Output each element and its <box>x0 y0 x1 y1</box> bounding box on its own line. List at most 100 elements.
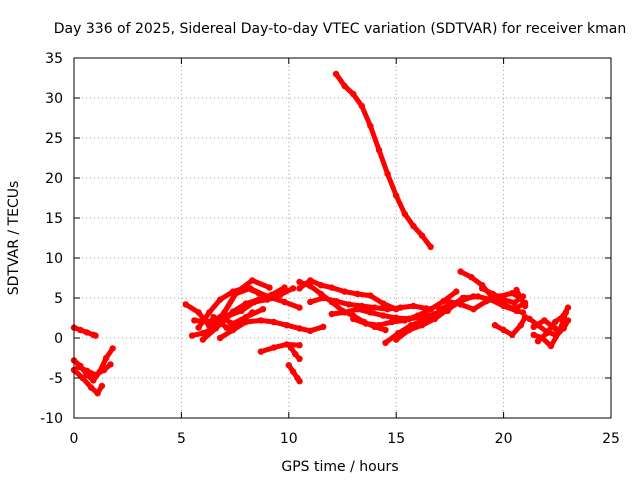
data-point <box>206 309 213 316</box>
data-point <box>296 304 303 311</box>
data-point <box>354 290 361 298</box>
data-point <box>249 277 256 284</box>
data-point <box>320 294 327 302</box>
data-point <box>521 302 529 310</box>
data-point <box>341 82 348 90</box>
data-point <box>345 301 353 308</box>
data-point <box>307 298 314 306</box>
data-point <box>92 371 99 378</box>
data-point <box>332 70 340 78</box>
chart-title: Day 336 of 2025, Sidereal Day-to-day VTE… <box>54 21 626 37</box>
data-point <box>296 342 303 349</box>
data-point <box>270 318 277 326</box>
data-point <box>354 306 361 313</box>
y-axis-label: SDTVAR / TECUs <box>6 181 22 296</box>
data-point <box>382 326 389 334</box>
data-point <box>281 298 288 306</box>
y-tick-label: -5 <box>49 371 63 387</box>
data-point <box>90 377 97 384</box>
data-point <box>229 308 237 315</box>
data-point <box>384 306 391 313</box>
series-arc-4 <box>75 361 114 378</box>
data-point <box>103 354 110 362</box>
data-point <box>270 344 277 351</box>
series-arc-16 <box>332 70 434 250</box>
data-point <box>461 294 469 302</box>
data-point <box>410 302 417 310</box>
data-point <box>292 350 299 358</box>
data-point <box>427 243 434 250</box>
data-point <box>418 232 426 239</box>
data-point <box>517 322 524 329</box>
data-point <box>223 324 230 331</box>
data-point <box>564 304 572 311</box>
data-point <box>393 192 400 199</box>
data-point <box>367 292 374 299</box>
data-point <box>457 301 464 308</box>
y-tick-label: 20 <box>45 171 63 187</box>
data-point <box>266 284 273 291</box>
data-point <box>457 268 464 275</box>
data-point <box>255 290 262 297</box>
x-tick-label: 25 <box>602 431 620 447</box>
data-point <box>195 309 202 316</box>
data-point <box>188 332 196 339</box>
data-point <box>500 296 507 303</box>
data-point <box>204 318 211 326</box>
data-point <box>552 318 559 326</box>
data-point <box>242 300 249 307</box>
series-arc-18 <box>296 277 400 313</box>
series-arc-13 <box>257 341 303 355</box>
y-tick-label: 5 <box>54 291 63 307</box>
data-point <box>388 318 396 326</box>
data-point <box>500 326 507 334</box>
data-point <box>500 301 507 308</box>
data-point <box>328 284 335 291</box>
data-point <box>470 306 477 313</box>
y-tick-label: -10 <box>40 411 63 427</box>
data-point <box>431 315 439 322</box>
data-point <box>478 285 486 292</box>
x-tick-label: 20 <box>495 431 513 447</box>
series-arc-12 <box>216 317 327 342</box>
data-point <box>401 210 408 218</box>
data-point <box>418 322 426 329</box>
data-point <box>281 284 288 291</box>
data-point <box>328 310 335 318</box>
data-point <box>287 344 295 351</box>
series-arc-15 <box>287 344 303 362</box>
data-point <box>483 298 490 305</box>
x-tick-label: 5 <box>177 431 186 447</box>
series-arc-29 <box>513 286 529 310</box>
data-point <box>216 334 224 342</box>
y-tick-label: 15 <box>45 211 63 227</box>
x-tick-label: 15 <box>387 431 405 447</box>
y-tick-label: 30 <box>45 91 63 107</box>
plot-frame <box>73 57 612 419</box>
data-point <box>341 309 348 316</box>
data-point <box>468 274 475 281</box>
data-point <box>543 330 550 337</box>
data-point <box>560 312 567 319</box>
series-line <box>258 341 302 355</box>
data-point <box>511 306 518 313</box>
series-line <box>329 306 451 322</box>
data-point <box>382 339 389 346</box>
series-arc-14 <box>285 362 303 385</box>
data-point <box>83 329 91 336</box>
data-point <box>98 382 106 390</box>
data-point <box>255 296 262 303</box>
data-point <box>268 291 275 298</box>
data-point <box>296 325 303 332</box>
data-point <box>358 102 365 110</box>
data-point <box>100 366 108 374</box>
data-point <box>307 327 314 334</box>
data-point <box>444 298 451 305</box>
data-point <box>307 277 314 284</box>
data-point <box>350 90 357 98</box>
data-point <box>384 170 391 178</box>
data-point <box>242 318 249 326</box>
data-point <box>453 288 460 295</box>
data-point <box>564 317 572 324</box>
data-point <box>289 368 297 375</box>
